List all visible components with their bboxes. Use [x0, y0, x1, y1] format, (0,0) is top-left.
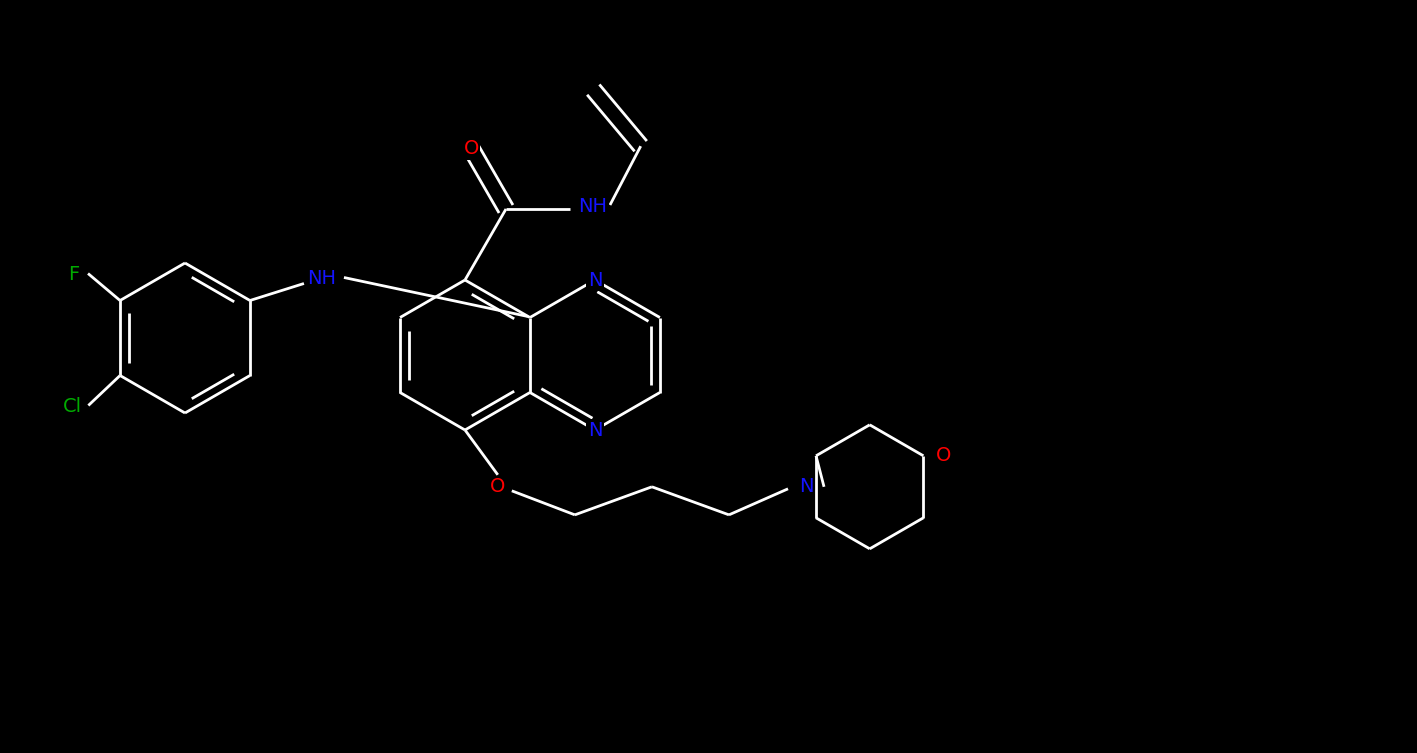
Text: O: O	[463, 139, 479, 158]
Text: NH: NH	[307, 269, 336, 288]
Text: O: O	[490, 477, 506, 496]
Text: NH: NH	[578, 197, 608, 216]
Text: N: N	[799, 477, 813, 496]
Text: Cl: Cl	[62, 397, 82, 416]
Text: O: O	[935, 447, 951, 465]
Text: N: N	[588, 270, 602, 289]
Text: F: F	[68, 265, 79, 284]
Text: N: N	[588, 420, 602, 440]
